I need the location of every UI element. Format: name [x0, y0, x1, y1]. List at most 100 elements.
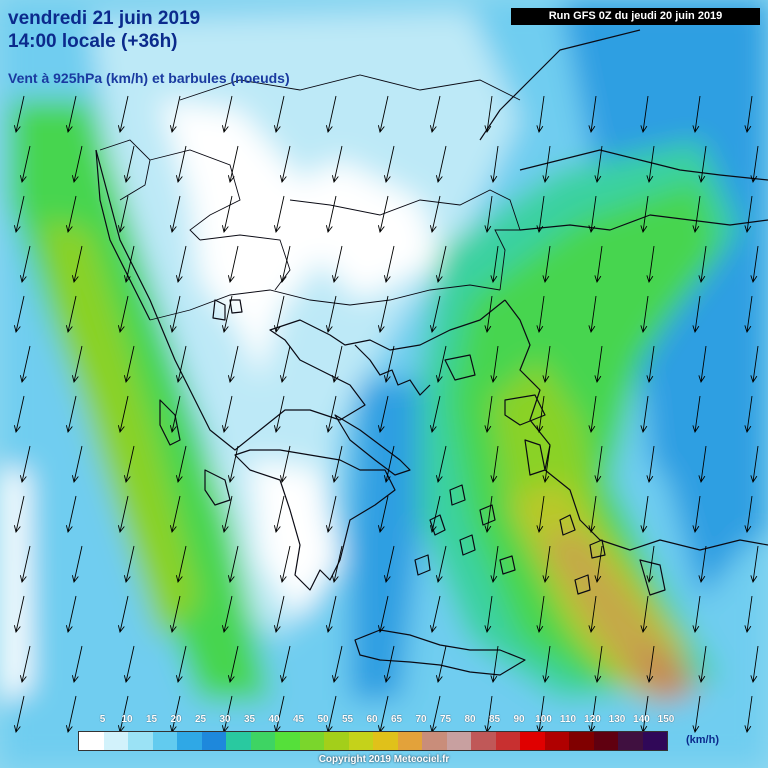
coastline-albania [95, 149, 151, 321]
wind-arrow [640, 95, 649, 134]
legend-swatch [348, 732, 373, 750]
wind-arrow [744, 695, 753, 734]
model-run-label: Run GFS 0Z du jeudi 20 juin 2019 [511, 8, 760, 25]
wind-arrow [640, 595, 649, 634]
wind-arrow [588, 95, 597, 134]
legend-swatch [446, 732, 471, 750]
wind-arrow [750, 345, 759, 384]
wind-arrow [698, 245, 707, 284]
wind-arrow [429, 95, 441, 134]
coastline-chalkidiki [354, 344, 431, 396]
wind-arrow [273, 95, 285, 134]
wind-arrow [744, 195, 753, 234]
wind-arrow [640, 295, 649, 334]
wind-arrow [117, 295, 129, 334]
wind-arrow [588, 295, 597, 334]
border-montenegro [99, 139, 151, 201]
legend-label: 120 [584, 714, 601, 725]
wind-arrow [227, 545, 239, 584]
wind-arrow [221, 95, 233, 134]
wind-arrow [490, 345, 499, 384]
wind-arrow [377, 395, 389, 434]
wind-arrow [429, 495, 441, 534]
legend-label: 85 [488, 714, 501, 725]
wind-arrow [594, 645, 603, 684]
wind-arrow [383, 545, 395, 584]
legend-swatch [79, 732, 104, 750]
legend-label: 70 [415, 714, 427, 725]
legend-swatch [324, 732, 349, 750]
legend-label: 40 [268, 714, 280, 725]
blue-channel-aegean [350, 380, 420, 700]
wind-arrow [19, 445, 31, 484]
legend-label: 100 [535, 714, 552, 725]
border-north-macedonia [199, 234, 291, 291]
wind-arrow [19, 145, 31, 184]
wind-arrow [169, 95, 181, 134]
legend-label: 45 [292, 714, 305, 725]
legend-swatch [593, 732, 618, 750]
wind-arrow [536, 495, 545, 534]
border-serbia-kosovo [149, 149, 241, 241]
legend-swatch [299, 732, 324, 750]
wind-arrow [646, 245, 655, 284]
border-bulgaria [289, 189, 521, 231]
wind-arrow [169, 195, 181, 234]
wind-arrow [325, 195, 337, 234]
wind-arrow [750, 645, 759, 684]
wind-arrow [429, 195, 441, 234]
wind-arrow [65, 95, 77, 134]
wind-arrow [377, 495, 389, 534]
wind-arrow [429, 595, 441, 634]
legend-value-labels: 5 10 15 20 25 30 35 40 45 50 55 60 65 70 75 80 85 90 100 11… [0, 714, 768, 728]
wind-arrow [227, 645, 239, 684]
wind-arrow [169, 395, 181, 434]
wind-arrow [698, 645, 707, 684]
coastline-lesbos [504, 394, 546, 426]
legend-label: 30 [219, 714, 231, 725]
wind-arrow [490, 145, 499, 184]
wind-arrow [594, 445, 603, 484]
wind-arrow [435, 645, 447, 684]
wind-arrow [331, 345, 343, 384]
legend-swatch [177, 732, 202, 750]
wind-arrow [123, 545, 135, 584]
wind-arrow [692, 495, 701, 534]
wind-arrow [536, 195, 545, 234]
legend-label: 130 [608, 714, 626, 725]
legend-label: 55 [341, 714, 354, 725]
wind-arrow [542, 345, 551, 384]
coastline-evia [334, 414, 411, 476]
wind-arrow [377, 195, 389, 234]
wind-arrow [71, 645, 83, 684]
border-greece-north [149, 284, 501, 321]
legend-label: 65 [390, 714, 403, 725]
wind-arrow [490, 545, 499, 584]
wind-arrow [484, 395, 493, 434]
wind-arrow [221, 195, 233, 234]
wind-arrow [221, 295, 233, 334]
wind-arrow [383, 645, 395, 684]
legend-swatch [128, 732, 153, 750]
forecast-time: 14:00 locale (+36h) [8, 31, 178, 52]
wind-arrow [744, 395, 753, 434]
legend-label: 35 [243, 714, 256, 725]
wind-arrow [169, 295, 181, 334]
legend-swatch [569, 732, 594, 750]
wind-arrow [646, 345, 655, 384]
wind-arrow [117, 595, 129, 634]
wind-arrow [175, 345, 187, 384]
wind-arrow [698, 445, 707, 484]
wind-arrow [331, 545, 343, 584]
coastline-marmara-north [519, 149, 768, 181]
coastline-peloponnese [234, 449, 396, 591]
wind-arrow [536, 595, 545, 634]
wind-arrow [71, 545, 83, 584]
wind-arrow [594, 145, 603, 184]
wind-arrow [377, 595, 389, 634]
legend-color-bar [78, 731, 668, 751]
wind-arrow [117, 495, 129, 534]
wind-arrow [123, 145, 135, 184]
wind-arrow [692, 595, 701, 634]
wind-arrow [588, 495, 597, 534]
